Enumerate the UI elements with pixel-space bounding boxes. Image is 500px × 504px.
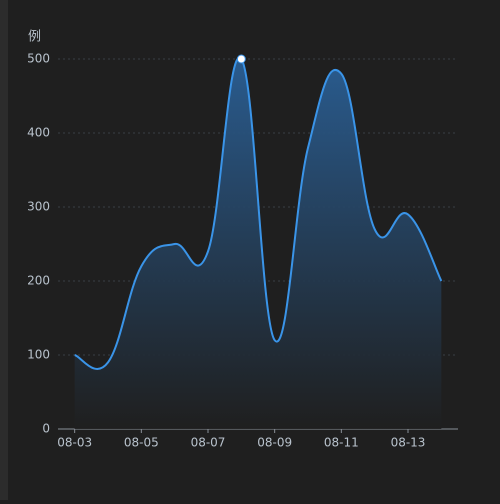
x-tick-label: 08-09 <box>257 436 292 450</box>
line <box>74 56 443 370</box>
x-tick-label: 08-03 <box>57 436 92 450</box>
side-strip <box>0 0 8 500</box>
x-tick-label: 08-05 <box>124 436 159 450</box>
x-tick-label: 08-11 <box>324 436 359 450</box>
x-tick-label: 08-07 <box>191 436 226 450</box>
area <box>74 57 442 429</box>
y-tick-label: 300 <box>27 200 50 214</box>
y-tick-label: 500 <box>27 52 50 66</box>
max-point <box>236 54 246 64</box>
x-tick-label: 08-13 <box>391 436 426 450</box>
y-tick-label: 0 <box>42 422 50 436</box>
y-tick-label: 100 <box>27 348 50 362</box>
y-tick-label: 200 <box>27 274 50 288</box>
y-tick-label: 400 <box>27 126 50 140</box>
y-axis-label: 例 <box>28 30 41 45</box>
